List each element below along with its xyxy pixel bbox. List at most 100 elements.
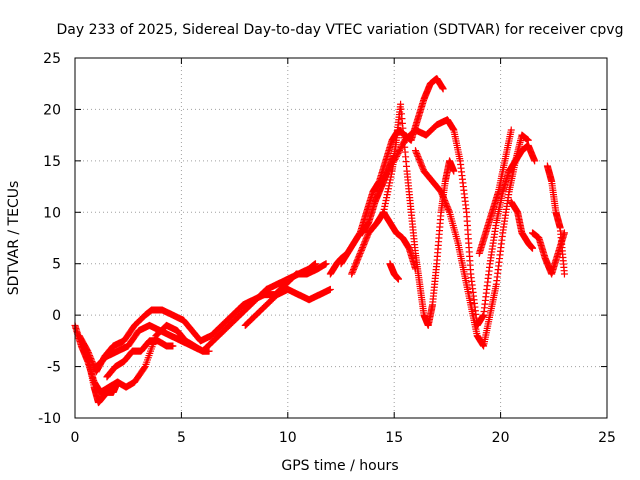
data-point [413,151,421,159]
x-tick-label: 25 [598,430,616,446]
data-point [531,157,539,165]
data-point [383,191,391,199]
data-point [418,161,426,169]
x-tick-labels: 0 5 10 15 20 25 [71,430,616,446]
data-point [354,255,362,263]
data-point [362,235,370,243]
data-point [529,244,537,252]
data-point [140,364,148,372]
data-point [322,260,330,268]
plot-frame [74,57,608,419]
data-point [524,136,532,144]
x-tick-label: 10 [279,430,297,446]
chart-title: Day 233 of 2025, Sidereal Day-to-day VTE… [57,22,624,38]
data-point [383,194,391,202]
data-point [169,342,177,350]
data-point [415,154,423,162]
y-tick-label: 15 [43,154,61,170]
data-point [386,176,394,184]
data-point [398,142,406,150]
data-point [361,238,369,246]
series-track-4 [103,337,177,381]
data-point [560,229,568,237]
data-point [411,147,419,155]
series-track-5 [84,352,122,407]
data-point [441,197,449,205]
data-point [399,141,407,149]
data-point [84,349,92,357]
data-point [439,192,447,200]
grid-lines [75,58,607,418]
data-point [416,157,424,165]
data-point [417,160,425,168]
data-point [416,158,424,166]
data-point [350,264,358,272]
data-point [348,269,356,277]
x-tick-label: 5 [177,430,186,446]
data-point [438,191,446,199]
data-point [386,179,394,187]
data-point [560,270,568,278]
data-point [442,199,450,207]
y-tick-label: 25 [43,51,61,67]
data-point [394,275,402,283]
series-track-16 [543,162,568,278]
data-point [399,139,407,147]
data-point [450,167,458,175]
y-tick-labels: -10 -5 0 5 10 15 20 25 [38,51,61,427]
data-point [418,163,426,171]
data-point [396,145,404,153]
data-point [358,245,366,253]
data-point [415,155,423,163]
axis-ticks [74,57,608,419]
data-point [326,285,334,293]
data-point [385,182,393,190]
data-point [384,185,392,193]
data-point [343,249,351,257]
data-point [353,258,361,266]
data-point [382,197,390,205]
data-point [359,242,367,250]
data-point [395,148,403,156]
y-axis-label: SDTVAR / TECUs [6,181,22,296]
y-tick-label: 5 [52,257,61,273]
data-point [439,85,447,93]
y-tick-label: -5 [47,360,61,376]
data-point [414,152,422,160]
series-track-6 [241,285,334,329]
data-point [354,254,362,262]
data-point [444,205,452,213]
data-point [397,144,405,152]
data-point [419,164,427,172]
data-point [384,188,392,196]
data-point [442,201,450,209]
data-point [438,189,446,197]
data-point [394,150,402,158]
data-point [443,202,451,210]
data-point [114,378,122,386]
y-tick-label: 0 [52,308,61,324]
data-point [412,148,420,156]
data-point [356,249,364,257]
x-tick-label: 20 [492,430,510,446]
series-track-18 [386,260,402,283]
data-point [349,267,357,275]
data-point [353,257,361,265]
series-track-3 [92,321,213,371]
data-point [390,152,398,160]
data-point [362,236,370,244]
y-tick-label: 20 [43,102,61,118]
data-point [396,147,404,155]
data-point [381,199,389,207]
series-track-10 [411,131,532,350]
data-point [355,252,363,260]
data-point [437,188,445,196]
data-points [71,75,568,407]
data-point [444,204,452,212]
series-track-2 [75,260,330,376]
data-point [311,260,319,268]
data-point [359,244,367,252]
data-point [439,194,447,202]
data-point [507,126,515,134]
